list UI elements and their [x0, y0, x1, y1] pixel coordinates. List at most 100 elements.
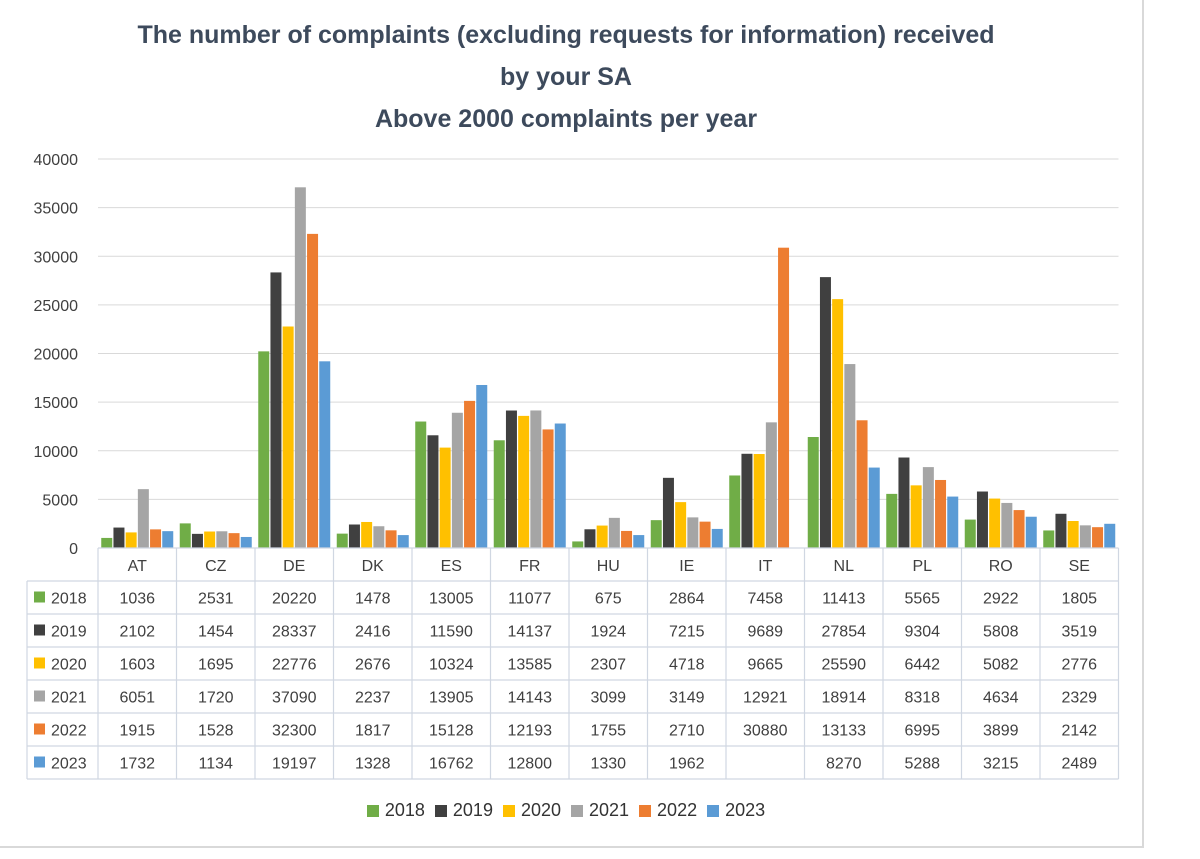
- data-label: 1720: [198, 690, 234, 707]
- legend-swatch: [639, 804, 652, 817]
- data-label: 2864: [669, 591, 705, 608]
- data-label: 12193: [508, 723, 553, 740]
- data-label: 12800: [508, 756, 553, 773]
- data-label: 12921: [743, 690, 788, 707]
- legend-label: 2020: [520, 800, 561, 820]
- table-series-label: 2021: [51, 690, 87, 707]
- bar-cz-2020: [204, 531, 216, 548]
- bar-at-2018: [101, 537, 113, 548]
- legend-swatch: [571, 804, 583, 817]
- data-label: 30880: [743, 723, 788, 740]
- bar-dk-2020: [361, 521, 373, 548]
- data-label: 13585: [508, 657, 553, 674]
- bar-ro-2020: [989, 498, 1001, 548]
- data-label: 675: [595, 591, 622, 608]
- data-label: 1528: [198, 723, 234, 740]
- bar-cz-2019: [191, 533, 203, 548]
- bar-cz-2022: [228, 533, 240, 548]
- data-label: 28337: [272, 624, 317, 641]
- table-series-label: 2019: [51, 624, 87, 641]
- bar-cz-2021: [216, 531, 228, 548]
- data-label: 1330: [590, 756, 626, 773]
- data-label: 14143: [508, 690, 553, 707]
- data-label: 37090: [272, 690, 317, 707]
- legend-item-2023: 2023: [707, 800, 765, 821]
- legend-label: 2023: [725, 800, 766, 820]
- chart-frame: [0, 0, 1144, 848]
- data-label: 20220: [272, 591, 317, 608]
- bar-dk-2019: [348, 524, 360, 548]
- bar-ie-2018: [650, 520, 662, 548]
- data-label: 6442: [904, 657, 940, 674]
- chart-title-line-1: The number of complaints (excluding requ…: [137, 21, 995, 49]
- bar-de-2019: [270, 272, 282, 548]
- data-label: 1036: [119, 591, 155, 608]
- data-label: 16762: [429, 756, 474, 773]
- category-label: IT: [758, 558, 772, 575]
- bar-it-2021: [765, 422, 777, 548]
- data-label: 2237: [355, 690, 391, 707]
- legend-label: 2022: [657, 800, 698, 820]
- bar-it-2022: [778, 247, 790, 548]
- data-label: 11077: [508, 591, 551, 608]
- table-key-2018: [34, 591, 45, 603]
- bar-nl-2021: [844, 364, 856, 548]
- table-key-2022: [34, 723, 45, 735]
- bar-pl-2018: [886, 493, 898, 548]
- bar-es-2020: [439, 447, 451, 548]
- category-label: RO: [989, 558, 1013, 575]
- bar-se-2022: [1092, 527, 1104, 548]
- data-label: 2776: [1061, 657, 1097, 674]
- bar-pl-2021: [922, 467, 934, 548]
- data-label: 1924: [590, 624, 626, 641]
- category-label: HU: [597, 558, 620, 575]
- bar-ro-2018: [964, 519, 976, 548]
- data-label: 10324: [429, 657, 474, 674]
- bar-at-2021: [137, 489, 149, 548]
- category-label: AT: [128, 558, 147, 575]
- category-label: IE: [679, 558, 694, 575]
- data-label: 3149: [669, 690, 705, 707]
- data-label: 1695: [198, 657, 234, 674]
- y-tick-label: 15000: [34, 395, 79, 412]
- bar-at-2023: [162, 531, 174, 548]
- data-label: 2922: [983, 591, 1019, 608]
- bar-fr-2019: [505, 410, 517, 548]
- bar-de-2023: [319, 361, 331, 548]
- bar-ro-2021: [1001, 502, 1013, 548]
- bar-ie-2023: [711, 528, 723, 548]
- data-label: 3215: [983, 756, 1019, 773]
- bar-dk-2022: [385, 530, 397, 548]
- bar-cz-2018: [179, 523, 191, 548]
- bar-at-2019: [113, 527, 125, 548]
- data-label: 3519: [1061, 624, 1097, 641]
- legend-label: 2021: [589, 800, 630, 820]
- bar-cz-2023: [240, 536, 252, 548]
- bar-at-2020: [125, 532, 137, 548]
- bar-hu-2018: [572, 541, 584, 548]
- data-label: 2329: [1061, 690, 1097, 707]
- legend-item-2020: 2020: [502, 800, 561, 821]
- bar-se-2019: [1055, 513, 1067, 548]
- legend-swatch: [707, 804, 720, 817]
- bar-es-2018: [415, 421, 427, 548]
- table-series-label: 2023: [51, 756, 87, 773]
- bar-es-2022: [464, 400, 476, 548]
- bar-ie-2021: [687, 517, 699, 548]
- bar-nl-2022: [856, 420, 868, 548]
- data-label: 1817: [355, 723, 391, 740]
- bar-nl-2020: [832, 299, 844, 548]
- chart-title-line-2: by your SA: [500, 63, 632, 91]
- legend-swatch: [366, 804, 379, 817]
- category-label: SE: [1069, 558, 1090, 575]
- bar-hu-2019: [584, 529, 596, 548]
- data-label: 2307: [590, 657, 626, 674]
- data-label: 1732: [119, 756, 155, 773]
- bar-pl-2023: [947, 496, 959, 548]
- data-label: 1478: [355, 591, 391, 608]
- category-label: FR: [519, 558, 540, 575]
- legend-swatch: [502, 804, 515, 817]
- data-label: 13905: [429, 690, 474, 707]
- data-label: 9304: [904, 624, 940, 641]
- data-label: 6995: [904, 723, 940, 740]
